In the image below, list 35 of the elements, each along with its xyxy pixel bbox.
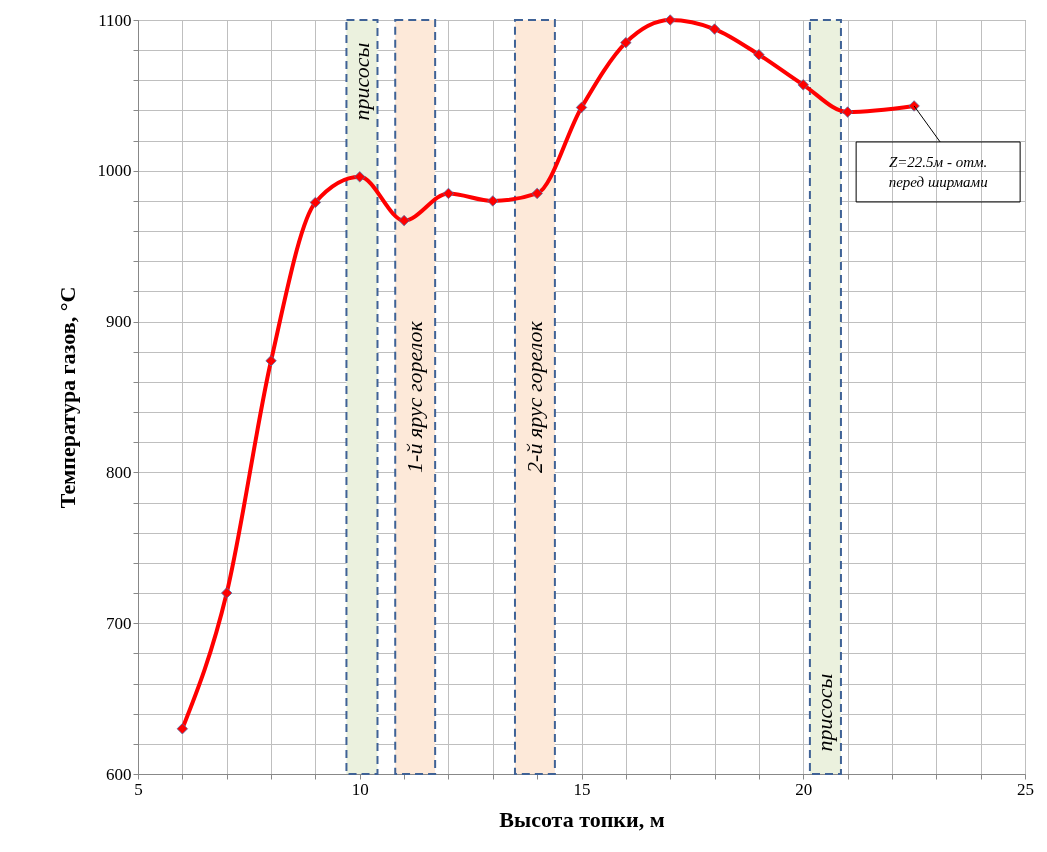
point [908,100,920,112]
point [841,106,854,118]
point [309,196,322,209]
point [442,187,455,200]
point [354,171,366,183]
x-axis-title: Высота топки, м [499,806,665,832]
x-tick-label: 15 [573,779,591,799]
y-axis-title: Температура газов, °С [54,286,80,509]
point [664,14,676,26]
band-label: присосы [348,42,374,121]
x-tick-label: 20 [795,779,813,799]
point [531,187,543,200]
band-label: 2-й ярус горелок [521,320,547,473]
band-label: 1-й ярус горелок [402,320,428,473]
point [620,36,632,49]
point [398,214,410,227]
point [176,723,188,735]
band-label: присосы [812,673,838,752]
annotation: Z=22.5м - отм. перед ширмами [888,153,988,190]
point [708,23,721,35]
y-tick-label: 800 [106,462,132,482]
point [575,101,588,114]
point [221,587,233,599]
point [265,355,277,367]
y-tick-label: 1100 [98,10,132,30]
point [753,49,765,61]
x-tick-label: 25 [1017,779,1034,799]
point [797,79,809,91]
point [487,195,499,207]
y-tick-label: 1000 [97,161,132,181]
x-tick-label: 5 [134,779,143,799]
x-tick-label: 10 [351,779,369,799]
y-tick-label: 700 [106,613,132,633]
y-tick-label: 600 [106,764,132,784]
y-tick-label: 900 [106,312,132,332]
